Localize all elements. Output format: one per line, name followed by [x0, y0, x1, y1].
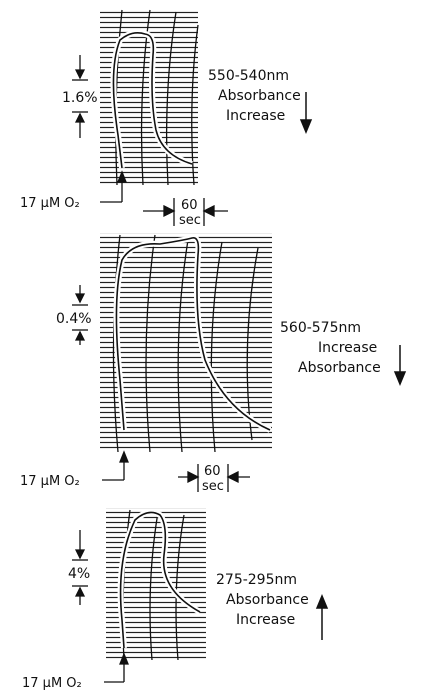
top-time-bar: [143, 198, 228, 226]
top-label-line2: Absorbance: [218, 88, 301, 104]
middle-time-value: 60: [204, 464, 221, 479]
top-scale-label: 1.6%: [62, 90, 98, 106]
bottom-oxygen-label: 17 μM O₂: [22, 676, 82, 691]
bottom-o2-pointer: [104, 652, 129, 683]
middle-label-line3: Absorbance: [298, 360, 381, 376]
bottom-scale-label: 4%: [68, 566, 90, 582]
top-direction-arrow-icon: [299, 92, 313, 134]
bottom-label-line3: Increase: [236, 612, 295, 628]
top-o2-pointer: [100, 170, 127, 203]
bottom-scale-bar: [72, 530, 88, 605]
panel-bottom: 4% 275-295nm Absorbance Increase 17 μM O…: [22, 508, 329, 691]
bottom-direction-arrow-icon: [315, 594, 329, 640]
top-wavelength: 550-540nm: [208, 68, 289, 84]
middle-time-bar: [178, 464, 250, 492]
middle-direction-arrow-icon: [393, 345, 407, 386]
middle-wavelength: 560-575nm: [280, 320, 361, 336]
bottom-wavelength: 275-295nm: [216, 572, 297, 588]
middle-time-unit: sec: [202, 479, 224, 494]
top-scale-bar: [72, 55, 88, 138]
bottom-label-line2: Absorbance: [226, 592, 309, 608]
top-time-grid: [115, 9, 199, 186]
top-time-unit: sec: [179, 213, 201, 228]
top-label-line3: Increase: [226, 108, 285, 124]
middle-o2-pointer: [102, 450, 129, 481]
top-time-value: 60: [181, 198, 198, 213]
middle-label-line2: Increase: [318, 340, 377, 356]
panel-top: 1.6% 550-540nm Absorbance Increase 17 μM…: [20, 9, 313, 228]
top-oxygen-label: 17 μM O₂: [20, 196, 80, 211]
panel-middle: 0.4% 560-575nm Increase Absorbance 17 μM…: [20, 233, 407, 494]
middle-scale-bar: [72, 285, 88, 345]
middle-oxygen-label: 17 μM O₂: [20, 474, 80, 489]
middle-scale-label: 0.4%: [56, 311, 92, 327]
